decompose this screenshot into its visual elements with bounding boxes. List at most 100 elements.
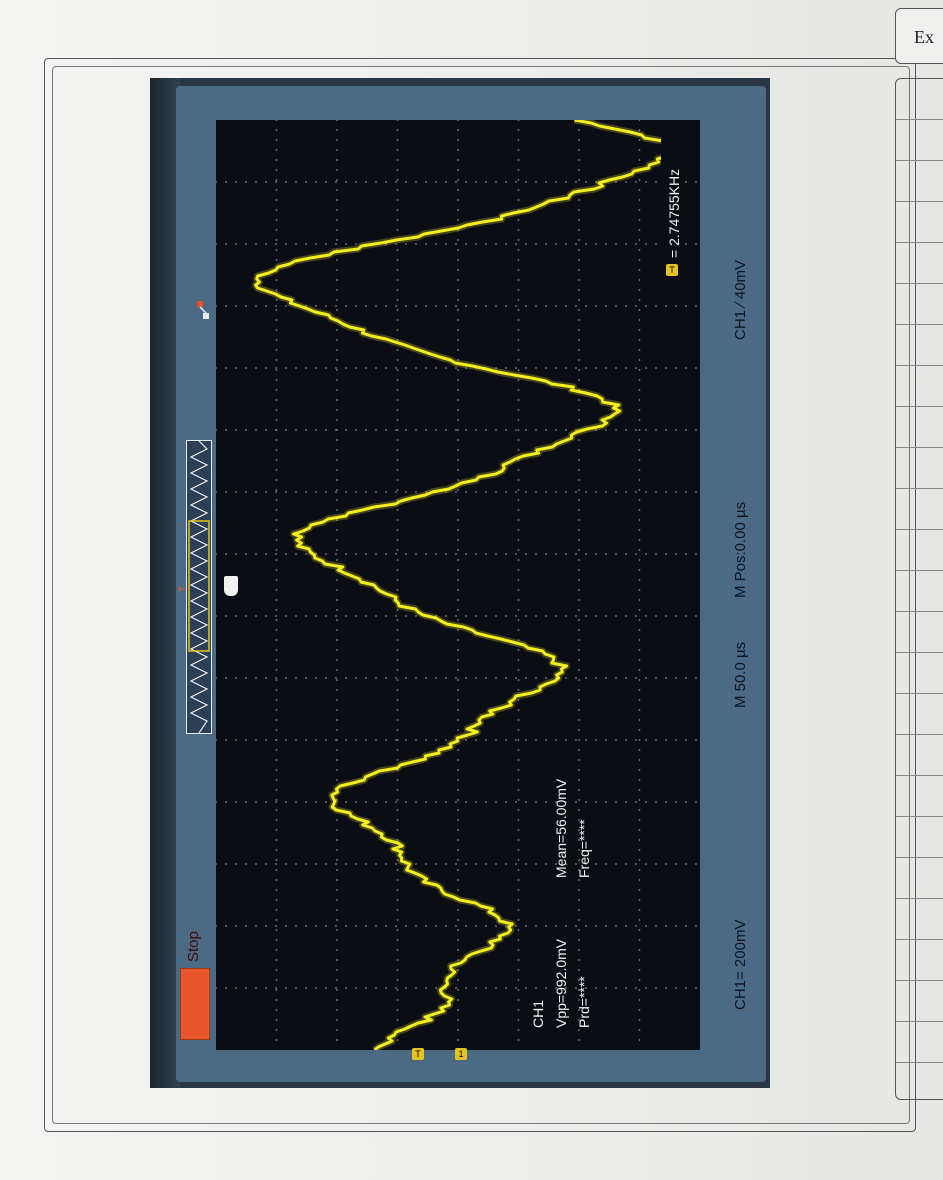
grid-dot	[517, 449, 520, 451]
grid-dot	[457, 879, 459, 881]
grid-dot	[595, 243, 597, 245]
grid-dot	[336, 999, 338, 1001]
grid-dot	[595, 925, 597, 927]
grid-dot	[315, 925, 317, 927]
grid-dot	[225, 305, 227, 307]
grid-dot	[675, 429, 677, 431]
grid-dot	[275, 539, 278, 541]
grid-dot	[517, 609, 520, 611]
grid-dot	[457, 719, 459, 721]
grid-dot	[638, 639, 641, 641]
grid-dot	[396, 359, 399, 361]
grid-dot	[638, 229, 641, 231]
grid-dot	[457, 469, 459, 471]
grid-dot	[396, 429, 399, 431]
grid-dot	[655, 181, 657, 183]
grid-dot	[336, 389, 338, 391]
grid-dot	[315, 801, 317, 803]
grid-dot	[625, 491, 627, 493]
grid-dot	[336, 609, 338, 611]
grid-dot	[396, 269, 399, 271]
grid-dot	[457, 569, 459, 571]
grid-dot	[645, 305, 647, 307]
grid-dot	[517, 549, 520, 551]
grid-dot	[578, 219, 580, 221]
freq-readout: Freq=****	[576, 819, 592, 878]
grid-dot	[578, 989, 580, 991]
grid-dot	[535, 181, 537, 183]
grid-dot	[216, 305, 217, 307]
grid-dot	[575, 677, 577, 679]
grid-dot	[505, 305, 507, 307]
grid-dot	[625, 243, 627, 245]
grid-dot	[485, 863, 487, 865]
grid-dot	[485, 801, 487, 803]
grid-dot	[655, 987, 657, 989]
grid-dot	[457, 659, 459, 661]
grid-dot	[475, 801, 477, 803]
grid-dot	[275, 309, 278, 311]
grid-dot	[517, 289, 520, 291]
grid-dot	[396, 159, 399, 161]
grid-dot	[655, 367, 657, 369]
grid-dot	[695, 987, 697, 989]
grid-dot	[275, 677, 277, 679]
grid-dot	[336, 309, 338, 311]
grid-dot	[425, 987, 427, 989]
grid-dot	[645, 739, 647, 741]
grid-dot	[415, 925, 417, 927]
grid-dot	[575, 739, 577, 741]
grid-dot	[605, 305, 607, 307]
grid-dot	[336, 489, 338, 491]
grid-dot	[635, 615, 637, 617]
grid-dot	[415, 739, 417, 741]
grid-dot	[495, 925, 497, 927]
grid-dot	[515, 615, 517, 617]
grid-dot	[578, 719, 580, 721]
grid-dot	[517, 639, 520, 641]
grid-dot	[396, 129, 399, 131]
grid-dot	[638, 149, 641, 151]
grid-dot	[275, 809, 278, 811]
grid-dot	[336, 719, 338, 721]
grid-dot	[457, 549, 459, 551]
grid-dot	[595, 987, 597, 989]
grid-dot	[457, 249, 459, 251]
grid-dot	[685, 181, 687, 183]
grid-dot	[285, 863, 287, 865]
grid-dot	[495, 863, 497, 865]
grid-dot	[475, 863, 477, 865]
grid-dot	[295, 553, 297, 555]
grid-dot	[638, 609, 641, 611]
grid-dot	[517, 429, 520, 431]
grid-dot	[638, 839, 641, 841]
grid-dot	[578, 509, 580, 511]
grid-dot	[638, 259, 641, 261]
grid-dot	[578, 399, 580, 401]
grid-dot	[396, 679, 399, 681]
grid-dot	[517, 379, 520, 381]
grid-dot	[638, 339, 641, 341]
grid-dot	[578, 819, 580, 821]
grid-dot	[495, 243, 497, 245]
grid-dot	[405, 243, 407, 245]
grid-dot	[465, 305, 467, 307]
grid-dot	[555, 243, 557, 245]
grid-dot	[655, 677, 657, 679]
grid-dot	[405, 491, 407, 493]
grid-dot	[457, 369, 459, 371]
grid-dot	[665, 677, 667, 679]
grid-dot	[517, 769, 520, 771]
channel-scale: CH1= 200mV	[732, 919, 749, 1010]
grid-dot	[275, 389, 278, 391]
grid-dot	[385, 305, 387, 307]
stop-button[interactable]	[180, 968, 210, 1040]
grid-dot	[405, 739, 407, 741]
grid-dot	[457, 259, 459, 261]
grid-dot	[505, 367, 507, 369]
grid-dot	[457, 479, 459, 481]
grid-dot	[555, 987, 557, 989]
grid-dot	[396, 939, 399, 941]
grid-dot	[365, 925, 367, 927]
grid-dot	[675, 491, 677, 493]
